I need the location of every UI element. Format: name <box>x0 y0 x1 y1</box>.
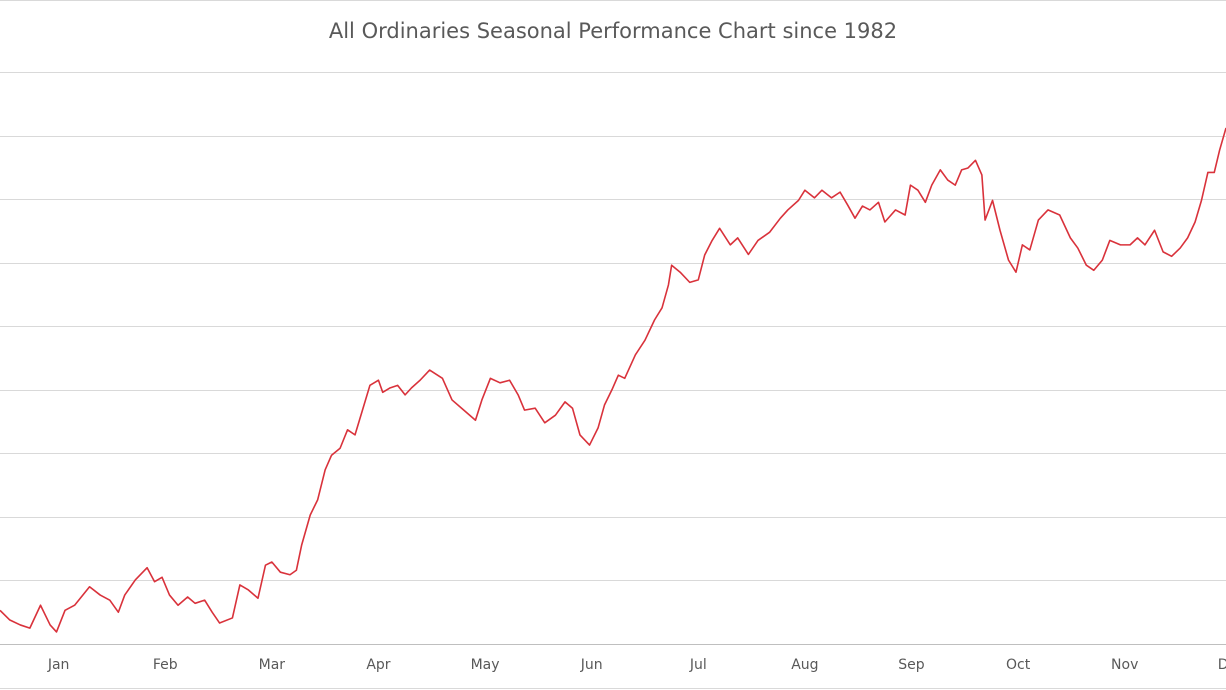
x-tick-label: Aug <box>791 657 818 673</box>
x-tick-label: Dec <box>1218 657 1226 673</box>
x-tick-label: Apr <box>366 657 390 673</box>
x-tick-label: Jun <box>580 657 603 673</box>
chart-title: All Ordinaries Seasonal Performance Char… <box>329 19 897 43</box>
x-tick-label: Jan <box>47 657 70 673</box>
x-tick-label: Feb <box>153 657 178 673</box>
x-tick-label: May <box>471 657 500 673</box>
data-line <box>0 127 1226 633</box>
x-tick-label: Oct <box>1006 657 1031 673</box>
x-tick-label: Sep <box>898 657 925 673</box>
x-tick-label: Jul <box>689 657 707 673</box>
x-tick-label: Nov <box>1111 657 1138 673</box>
x-tick-label: Mar <box>259 657 286 673</box>
